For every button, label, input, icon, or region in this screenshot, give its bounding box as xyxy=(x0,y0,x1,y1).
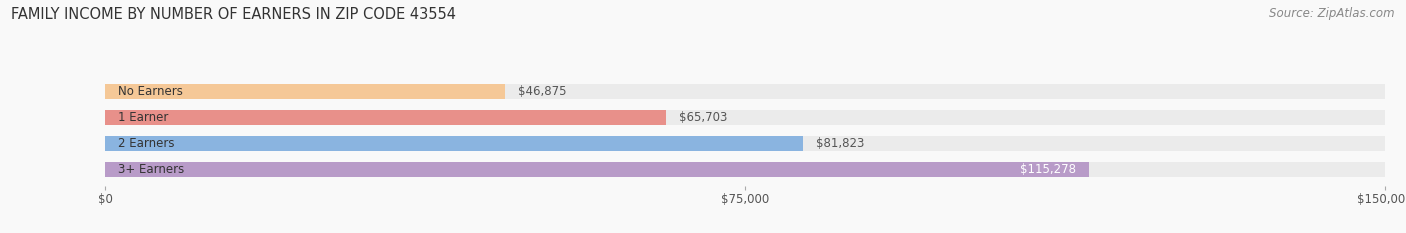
Text: 3+ Earners: 3+ Earners xyxy=(118,163,184,176)
Text: $81,823: $81,823 xyxy=(815,137,865,150)
Bar xyxy=(105,84,1385,99)
Bar xyxy=(105,110,666,125)
Bar xyxy=(105,136,803,151)
Text: Source: ZipAtlas.com: Source: ZipAtlas.com xyxy=(1270,7,1395,20)
Bar xyxy=(105,162,1385,177)
Text: No Earners: No Earners xyxy=(118,85,183,98)
Bar xyxy=(105,162,1088,177)
Text: $46,875: $46,875 xyxy=(517,85,567,98)
Bar xyxy=(105,110,1385,125)
Text: $65,703: $65,703 xyxy=(679,111,727,124)
Text: FAMILY INCOME BY NUMBER OF EARNERS IN ZIP CODE 43554: FAMILY INCOME BY NUMBER OF EARNERS IN ZI… xyxy=(11,7,457,22)
Bar xyxy=(105,84,505,99)
Bar xyxy=(105,136,1385,151)
Text: $115,278: $115,278 xyxy=(1019,163,1076,176)
Text: 1 Earner: 1 Earner xyxy=(118,111,169,124)
Text: 2 Earners: 2 Earners xyxy=(118,137,174,150)
